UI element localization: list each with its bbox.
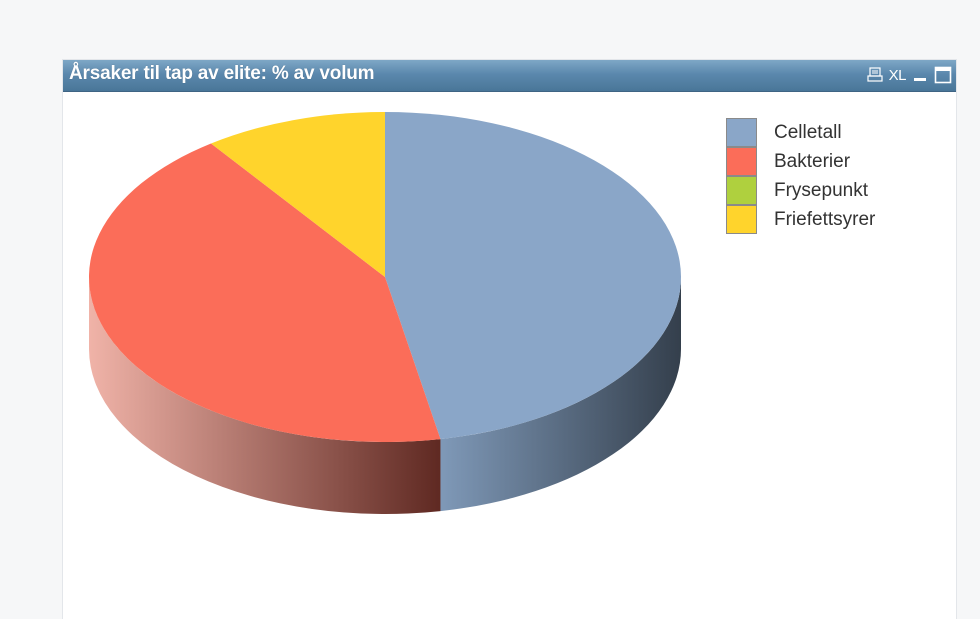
caption-icons: XL [867,64,952,86]
pie-top [89,112,681,442]
chart-title: Årsaker til tap av elite: % av volum [69,63,375,84]
chart-object[interactable]: Årsaker til tap av elite: % av volum XL [63,60,956,619]
legend-label: Friefettsyrer [774,208,876,230]
pie-slice[interactable] [89,143,441,442]
chart-legend: Celletall Bakterier Frysepunkt Friefetts… [726,118,875,234]
legend-item[interactable]: Bakterier [726,147,875,176]
pie-sides [89,277,681,514]
pie-slice-side [89,277,441,514]
pie-slice[interactable] [385,112,681,440]
legend-label: Bakterier [774,150,851,172]
legend-label: Celletall [774,121,842,143]
legend-swatch [726,118,757,147]
legend-label: Frysepunkt [774,179,868,201]
legend-swatch [726,205,757,234]
export-excel-icon[interactable]: XL [888,66,907,84]
legend-item[interactable]: Friefettsyrer [726,205,875,234]
pie-slice-side [440,277,681,512]
legend-swatch [726,147,757,176]
print-icon[interactable] [867,65,883,85]
legend-item[interactable]: Celletall [726,118,875,147]
pie-slice[interactable] [211,112,385,277]
chart-caption-bar[interactable]: Årsaker til tap av elite: % av volum XL [63,60,956,92]
minimize-icon[interactable] [912,65,928,85]
legend-swatch [726,176,757,205]
pie-chart [89,112,681,514]
maximize-icon[interactable] [934,65,952,85]
legend-item[interactable]: Frysepunkt [726,176,875,205]
